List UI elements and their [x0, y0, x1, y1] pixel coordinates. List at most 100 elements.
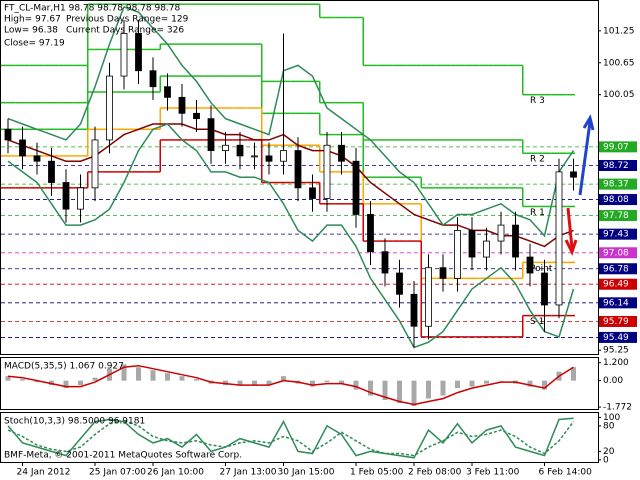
price-label-text: 98.72 [603, 161, 629, 171]
price-label-text: 95.49 [603, 333, 629, 343]
histogram-bar [353, 380, 359, 390]
candle-body [236, 144, 244, 157]
candle-body [309, 187, 316, 199]
x-tick-label: 1 Feb 05:00 [350, 468, 404, 478]
price-label: 96.14 [599, 297, 637, 309]
down-arrow [564, 207, 578, 256]
candle-body [4, 128, 12, 141]
price-label-text: 98.08 [603, 195, 629, 205]
y-tick-label: 100 [603, 413, 620, 423]
candle-body [526, 256, 534, 274]
histogram-bar [469, 380, 475, 387]
histogram-bar [498, 380, 504, 382]
price-label-box [599, 278, 637, 290]
price-label-text: 99.07 [603, 142, 629, 152]
x-tick-label: 2 Feb 08:00 [408, 468, 462, 478]
pivot-label: R 1 [530, 208, 545, 218]
histogram-bar [92, 377, 98, 381]
candle-body [512, 224, 519, 258]
candle-body [251, 155, 258, 158]
price-label-box [599, 315, 637, 327]
candle-body [222, 144, 229, 151]
oscillator-line [7, 417, 574, 459]
price-label: 96.78 [599, 263, 637, 275]
price-label: 96.49 [599, 278, 637, 290]
histogram-bar [136, 367, 141, 381]
histogram-bar [455, 380, 460, 389]
price-label-text: 96.78 [603, 264, 629, 274]
price-label-text: 96.14 [603, 298, 629, 308]
y-tick-label: -1.772 [603, 403, 632, 413]
header-text: FT_CL-Mar,H1 98.78 98.78 98.78 98.78 [4, 4, 181, 14]
price-label-text: 97.43 [603, 230, 629, 240]
candle-body [570, 171, 577, 178]
price-label-box [599, 297, 637, 309]
x-tick-label: 24 Jan 2012 [17, 468, 71, 478]
main-frame [0, 0, 599, 355]
candle-body [367, 214, 374, 253]
x-tick-label: 27 Jan 13:00 [220, 468, 277, 478]
candle-body [483, 240, 490, 258]
stoch-frame [0, 412, 599, 463]
candle-body [149, 70, 157, 88]
candle-body [555, 171, 563, 306]
candle-body [193, 112, 200, 120]
histogram-bar [121, 364, 127, 381]
candle-body [323, 144, 331, 199]
price-label: 97.43 [599, 228, 637, 240]
price-label-box [599, 331, 637, 343]
x-tick-label: 3 Feb 11:00 [466, 468, 520, 478]
y-tick-label: 100.65 [603, 58, 635, 68]
price-label-box [599, 228, 637, 240]
up-arrow [578, 114, 595, 196]
histogram-bar [411, 380, 417, 407]
price-label: 98.08 [599, 194, 637, 206]
price-label-box [599, 263, 637, 275]
histogram-bar [194, 379, 199, 381]
price-label-box [599, 210, 637, 222]
candle-body [454, 230, 461, 279]
candle-body [77, 187, 84, 210]
candle-body [120, 33, 128, 77]
x-tick-label: 25 Jan 07:00 [89, 468, 146, 478]
histogram-bar [150, 370, 156, 381]
price-label: 95.79 [599, 315, 637, 327]
oscillator-line [7, 364, 574, 406]
histogram-bar [266, 380, 272, 386]
price-label: 97.78 [599, 210, 637, 222]
candle-body [425, 267, 432, 327]
histogram-bar [5, 376, 11, 381]
price-label-text: 95.79 [603, 317, 629, 327]
histogram-bar [339, 380, 344, 384]
candle-body [135, 33, 142, 72]
x-tick-label: 26 Jan 10:00 [147, 468, 204, 478]
y-tick-label: 101.25 [603, 26, 635, 36]
histogram-bar [324, 380, 330, 383]
indicator-line [7, 123, 574, 248]
candle-body [396, 272, 403, 295]
histogram-bar [310, 380, 315, 387]
candle-body [497, 224, 505, 242]
y-tick-label: 100.05 [603, 90, 635, 100]
y-tick-label: 20 [603, 447, 615, 457]
candle-body [48, 160, 55, 183]
histogram-bar [252, 380, 257, 386]
price-label-text: 96.49 [603, 280, 629, 290]
price-label: 99.07 [599, 141, 637, 153]
candle-body [164, 86, 171, 98]
histogram-bar [440, 380, 446, 396]
histogram-bar [20, 379, 25, 381]
header-text: Low= 96.38 [4, 26, 58, 36]
price-label-text: 97.08 [603, 248, 629, 258]
candle-body [468, 230, 476, 258]
histogram-bar [78, 380, 83, 386]
candle-body [106, 75, 113, 141]
histogram-bar [34, 380, 40, 383]
candle-body [338, 144, 345, 162]
price-label-box [599, 194, 637, 206]
oscillator-line [7, 420, 575, 457]
pivot-label: R 3 [530, 96, 545, 106]
macd-frame [0, 357, 599, 410]
